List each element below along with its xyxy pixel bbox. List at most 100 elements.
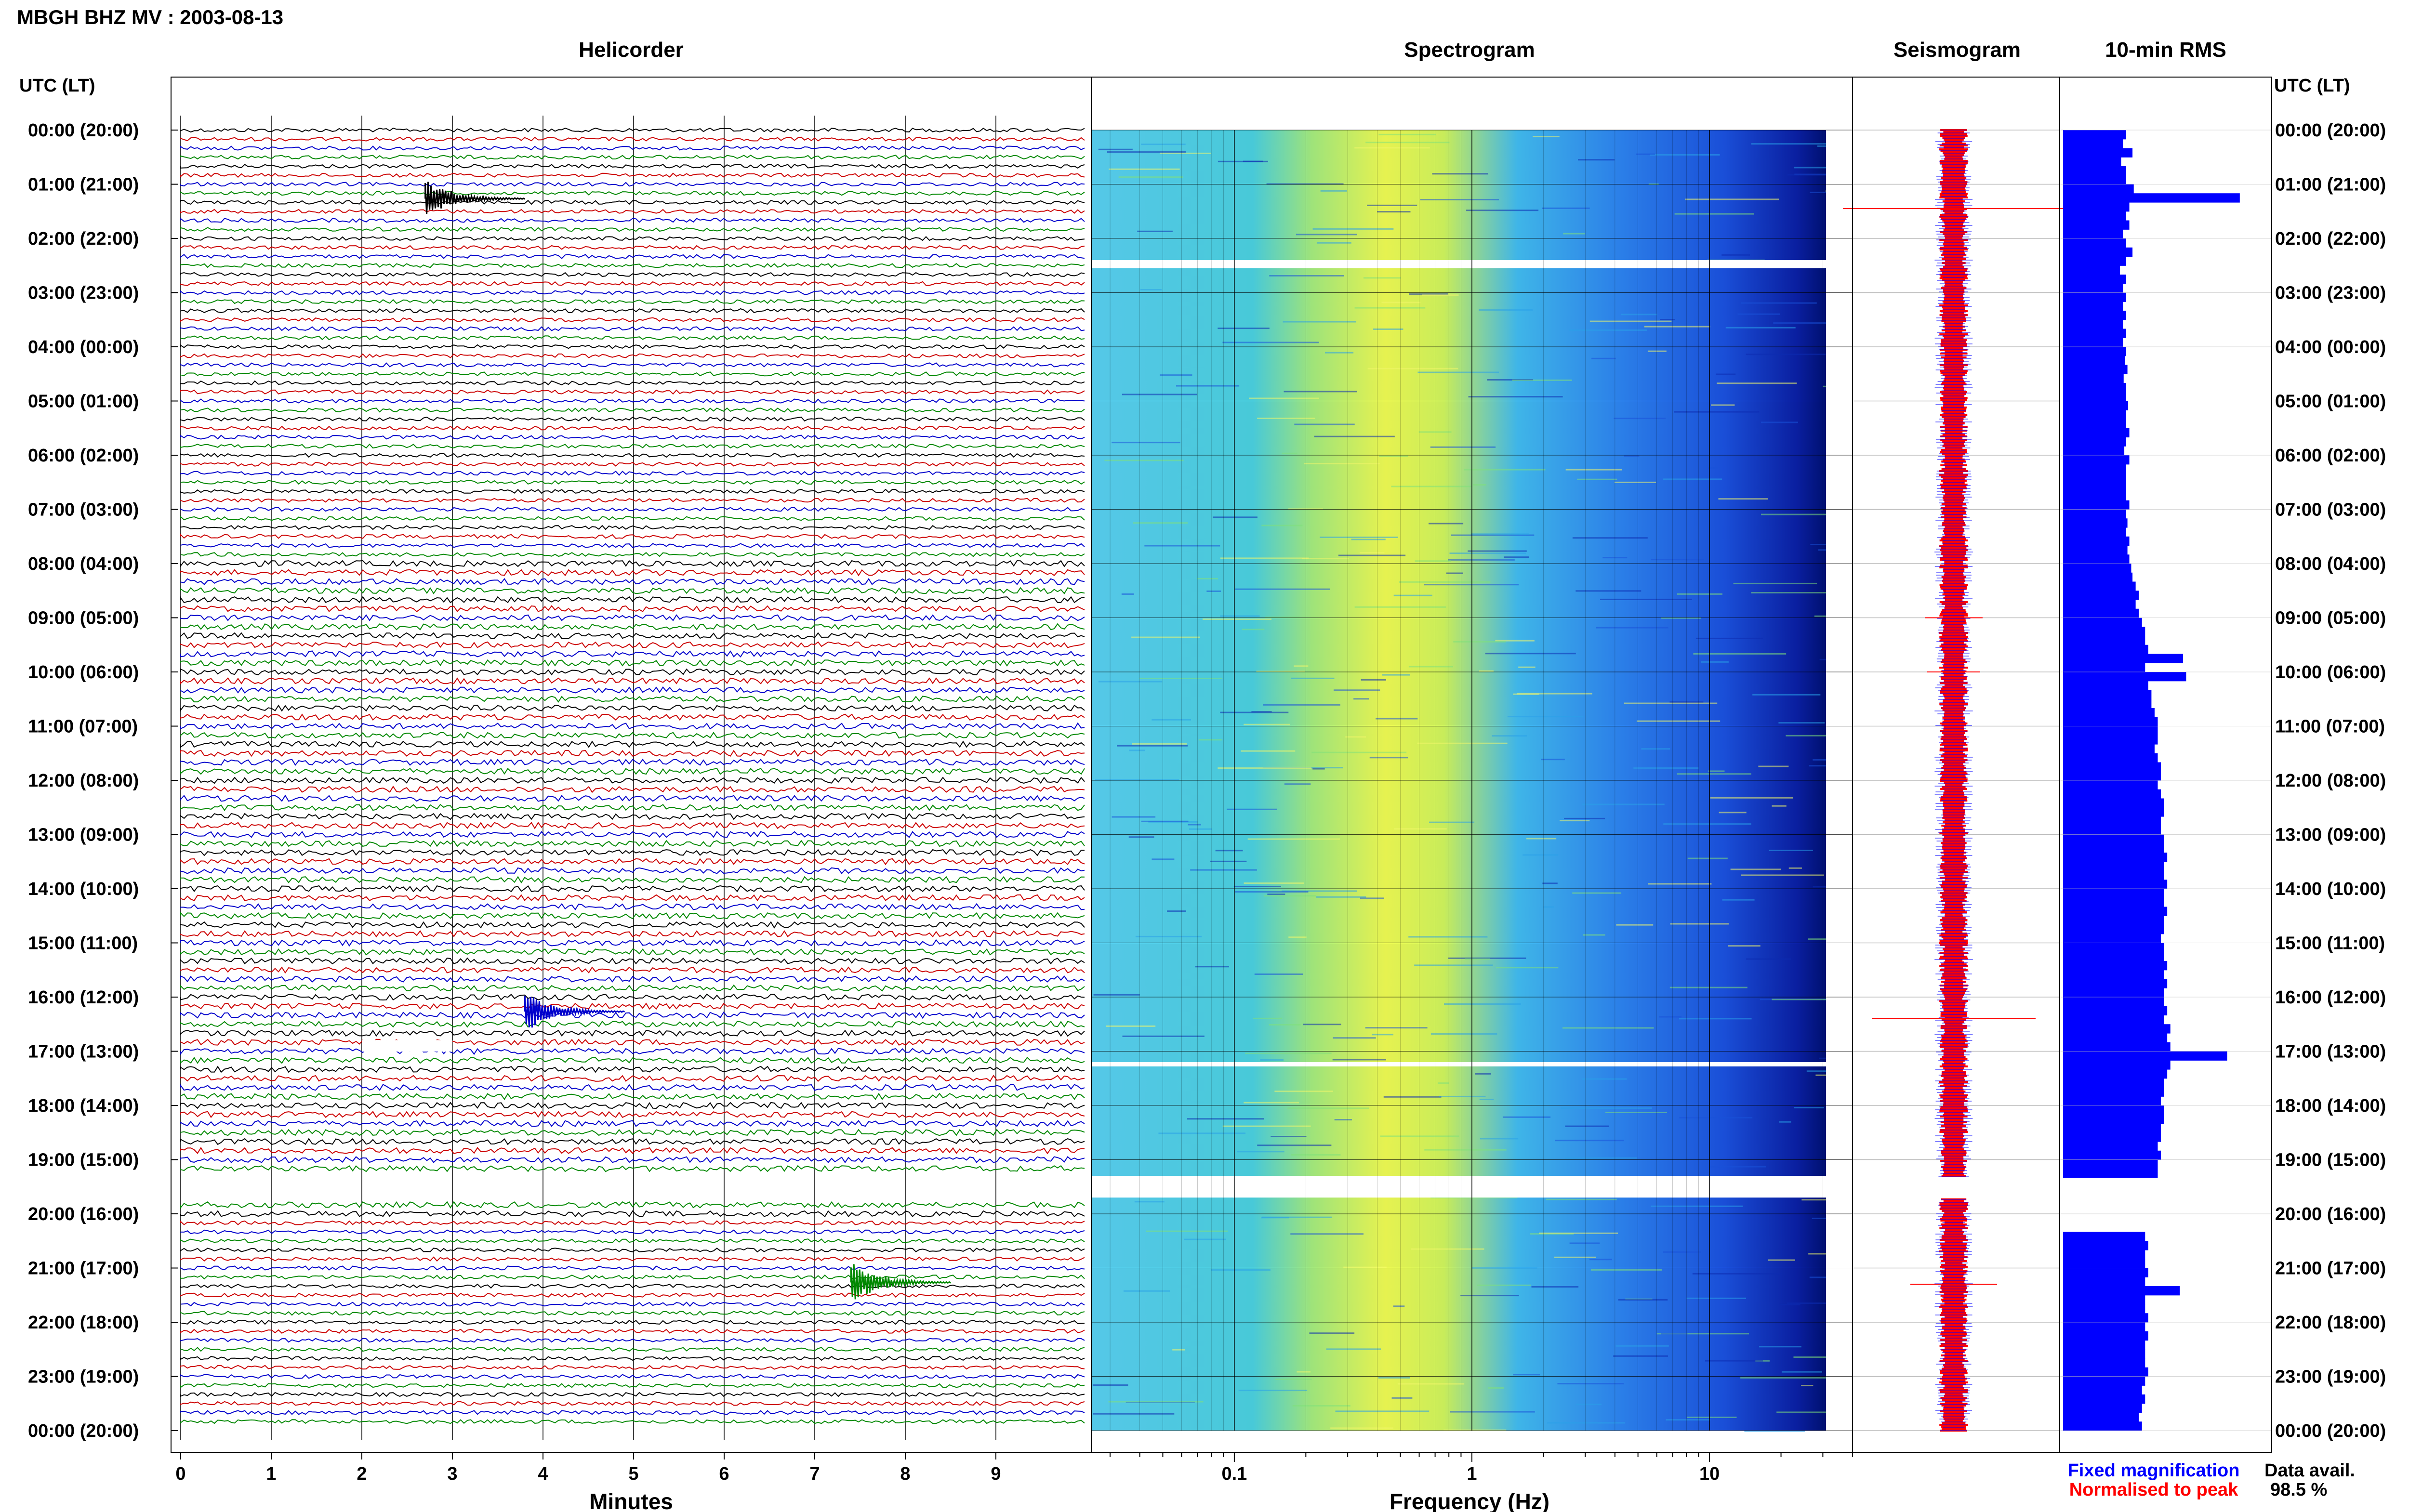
helicorder-trace — [180, 587, 1085, 595]
helicorder-trace — [180, 1002, 1085, 1010]
rms-bar — [2063, 880, 2168, 889]
helicorder-trace — [180, 803, 1085, 811]
spectrogram-title: Spectrogram — [1404, 38, 1535, 62]
spectrogram-texture — [1744, 1430, 1805, 1432]
spectrogram-texture — [1687, 857, 1728, 859]
helicorder-trace — [180, 1265, 1085, 1271]
spectrogram-texture — [1686, 1297, 1747, 1299]
helicorder-trace — [180, 236, 1085, 241]
spectrogram-texture — [1733, 582, 1817, 584]
rms-bar — [2063, 988, 2164, 998]
spectrogram-texture — [1808, 938, 1826, 940]
helicorder-trace — [180, 704, 1085, 712]
helicorder-trace — [180, 1229, 1085, 1235]
rms-bar — [2063, 979, 2168, 988]
spectrogram-texture — [1218, 160, 1268, 162]
time-label-right: 09:00 (05:00) — [2275, 608, 2386, 629]
helicorder-trace — [180, 821, 1085, 829]
helicorder-trace — [180, 641, 1085, 648]
helicorder-trace — [180, 1020, 1085, 1028]
helicorder-trace — [180, 1292, 1085, 1298]
spectrogram-texture — [1261, 525, 1303, 526]
spectrogram-texture — [1793, 1356, 1826, 1358]
rms-bar — [2063, 564, 2131, 573]
spectrogram-texture — [1759, 1346, 1801, 1348]
rms-bar — [2063, 1367, 2148, 1377]
helicorder-trace — [180, 344, 1085, 350]
spectrogram-texture — [1439, 1095, 1486, 1097]
spectrogram-texture — [1365, 1027, 1428, 1029]
time-label-right: 13:00 (09:00) — [2275, 825, 2386, 845]
helicorder-x-tick-label: 5 — [628, 1464, 638, 1484]
spectrogram-texture — [1146, 1230, 1228, 1232]
spectrogram-texture — [1198, 739, 1222, 741]
rms-bar — [2063, 843, 2164, 853]
spectrogram-texture — [1589, 1259, 1612, 1261]
spectrogram-texture — [1222, 342, 1319, 343]
spectrogram-texture — [1291, 1154, 1341, 1156]
spectrogram-texture — [1244, 723, 1290, 725]
helicorder-trace — [180, 1365, 1085, 1370]
spectrogram-texture — [1429, 821, 1475, 823]
helicorder-trace — [180, 614, 1085, 621]
spectrogram-texture — [1477, 1284, 1531, 1286]
spectrogram-texture — [1721, 254, 1750, 256]
spectrogram-texture — [1345, 736, 1366, 738]
rms-bar — [2063, 916, 2164, 925]
helicorder-xlabel: Minutes — [589, 1489, 673, 1512]
spectrogram-texture — [1711, 404, 1735, 406]
spectrogram-texture — [1660, 318, 1675, 320]
helicorder-trace — [180, 1029, 1085, 1037]
rms-bar — [2063, 1403, 2142, 1413]
spectrogram-texture — [1422, 294, 1459, 296]
rms-title: 10-min RMS — [2105, 38, 2226, 62]
rms-bar — [2063, 925, 2164, 934]
rms-bar — [2063, 247, 2133, 257]
rms-bar — [2063, 1169, 2158, 1178]
spectrogram-texture — [1479, 309, 1533, 311]
spectrogram-texture — [1140, 289, 1162, 290]
spectrogram-texture — [1360, 897, 1384, 899]
time-label-left: 08:00 (04:00) — [28, 554, 139, 574]
spectrogram-texture — [1616, 924, 1654, 926]
spectrogram-texture — [1717, 382, 1797, 384]
spectrogram-texture — [1533, 135, 1560, 137]
spectrogram-texture — [1569, 329, 1647, 331]
time-label-right: 14:00 (10:00) — [2275, 879, 2386, 899]
spectrogram-texture — [1737, 313, 1780, 315]
spectrogram-texture — [1399, 581, 1491, 583]
rms-panel — [2060, 130, 2272, 1431]
rms-bar — [2063, 807, 2164, 817]
helicorder-trace — [180, 290, 1085, 295]
rms-bar — [2063, 401, 2128, 410]
spectrogram-texture — [1718, 498, 1768, 500]
rms-bar — [2063, 419, 2126, 429]
spectrogram-texture — [1814, 615, 1826, 617]
rms-bar — [2063, 627, 2145, 636]
helicorder-trace — [180, 498, 1085, 503]
rms-bar — [2063, 1412, 2139, 1422]
helicorder-title: Helicorder — [579, 38, 684, 62]
helicorder-trace — [180, 1084, 1085, 1091]
helicorder-trace — [180, 939, 1085, 947]
helicorder-x-tick-label: 0 — [175, 1464, 185, 1484]
spectrogram-texture — [1572, 537, 1648, 539]
spectrogram-texture — [1613, 1355, 1668, 1357]
spectrogram-texture — [1128, 836, 1154, 838]
spectrogram-texture — [1213, 516, 1257, 518]
rms-bar — [2063, 1421, 2142, 1431]
rms-bar — [2063, 1078, 2164, 1088]
spectrogram-texture — [1577, 159, 1615, 161]
rms-bar — [2063, 771, 2161, 781]
spectrogram-texture — [1746, 354, 1826, 355]
rms-bar — [2063, 500, 2130, 510]
spectrogram-texture — [1695, 637, 1763, 639]
rms-bar — [2063, 536, 2130, 546]
rms-bar — [2063, 1268, 2148, 1277]
spectrogram-texture — [1641, 748, 1670, 750]
spectrogram-texture — [1296, 234, 1357, 236]
spectrogram-texture — [1420, 198, 1499, 200]
rms-bar — [2063, 717, 2158, 727]
helicorder-trace — [180, 217, 1085, 223]
helicorder-trace — [180, 948, 1085, 956]
